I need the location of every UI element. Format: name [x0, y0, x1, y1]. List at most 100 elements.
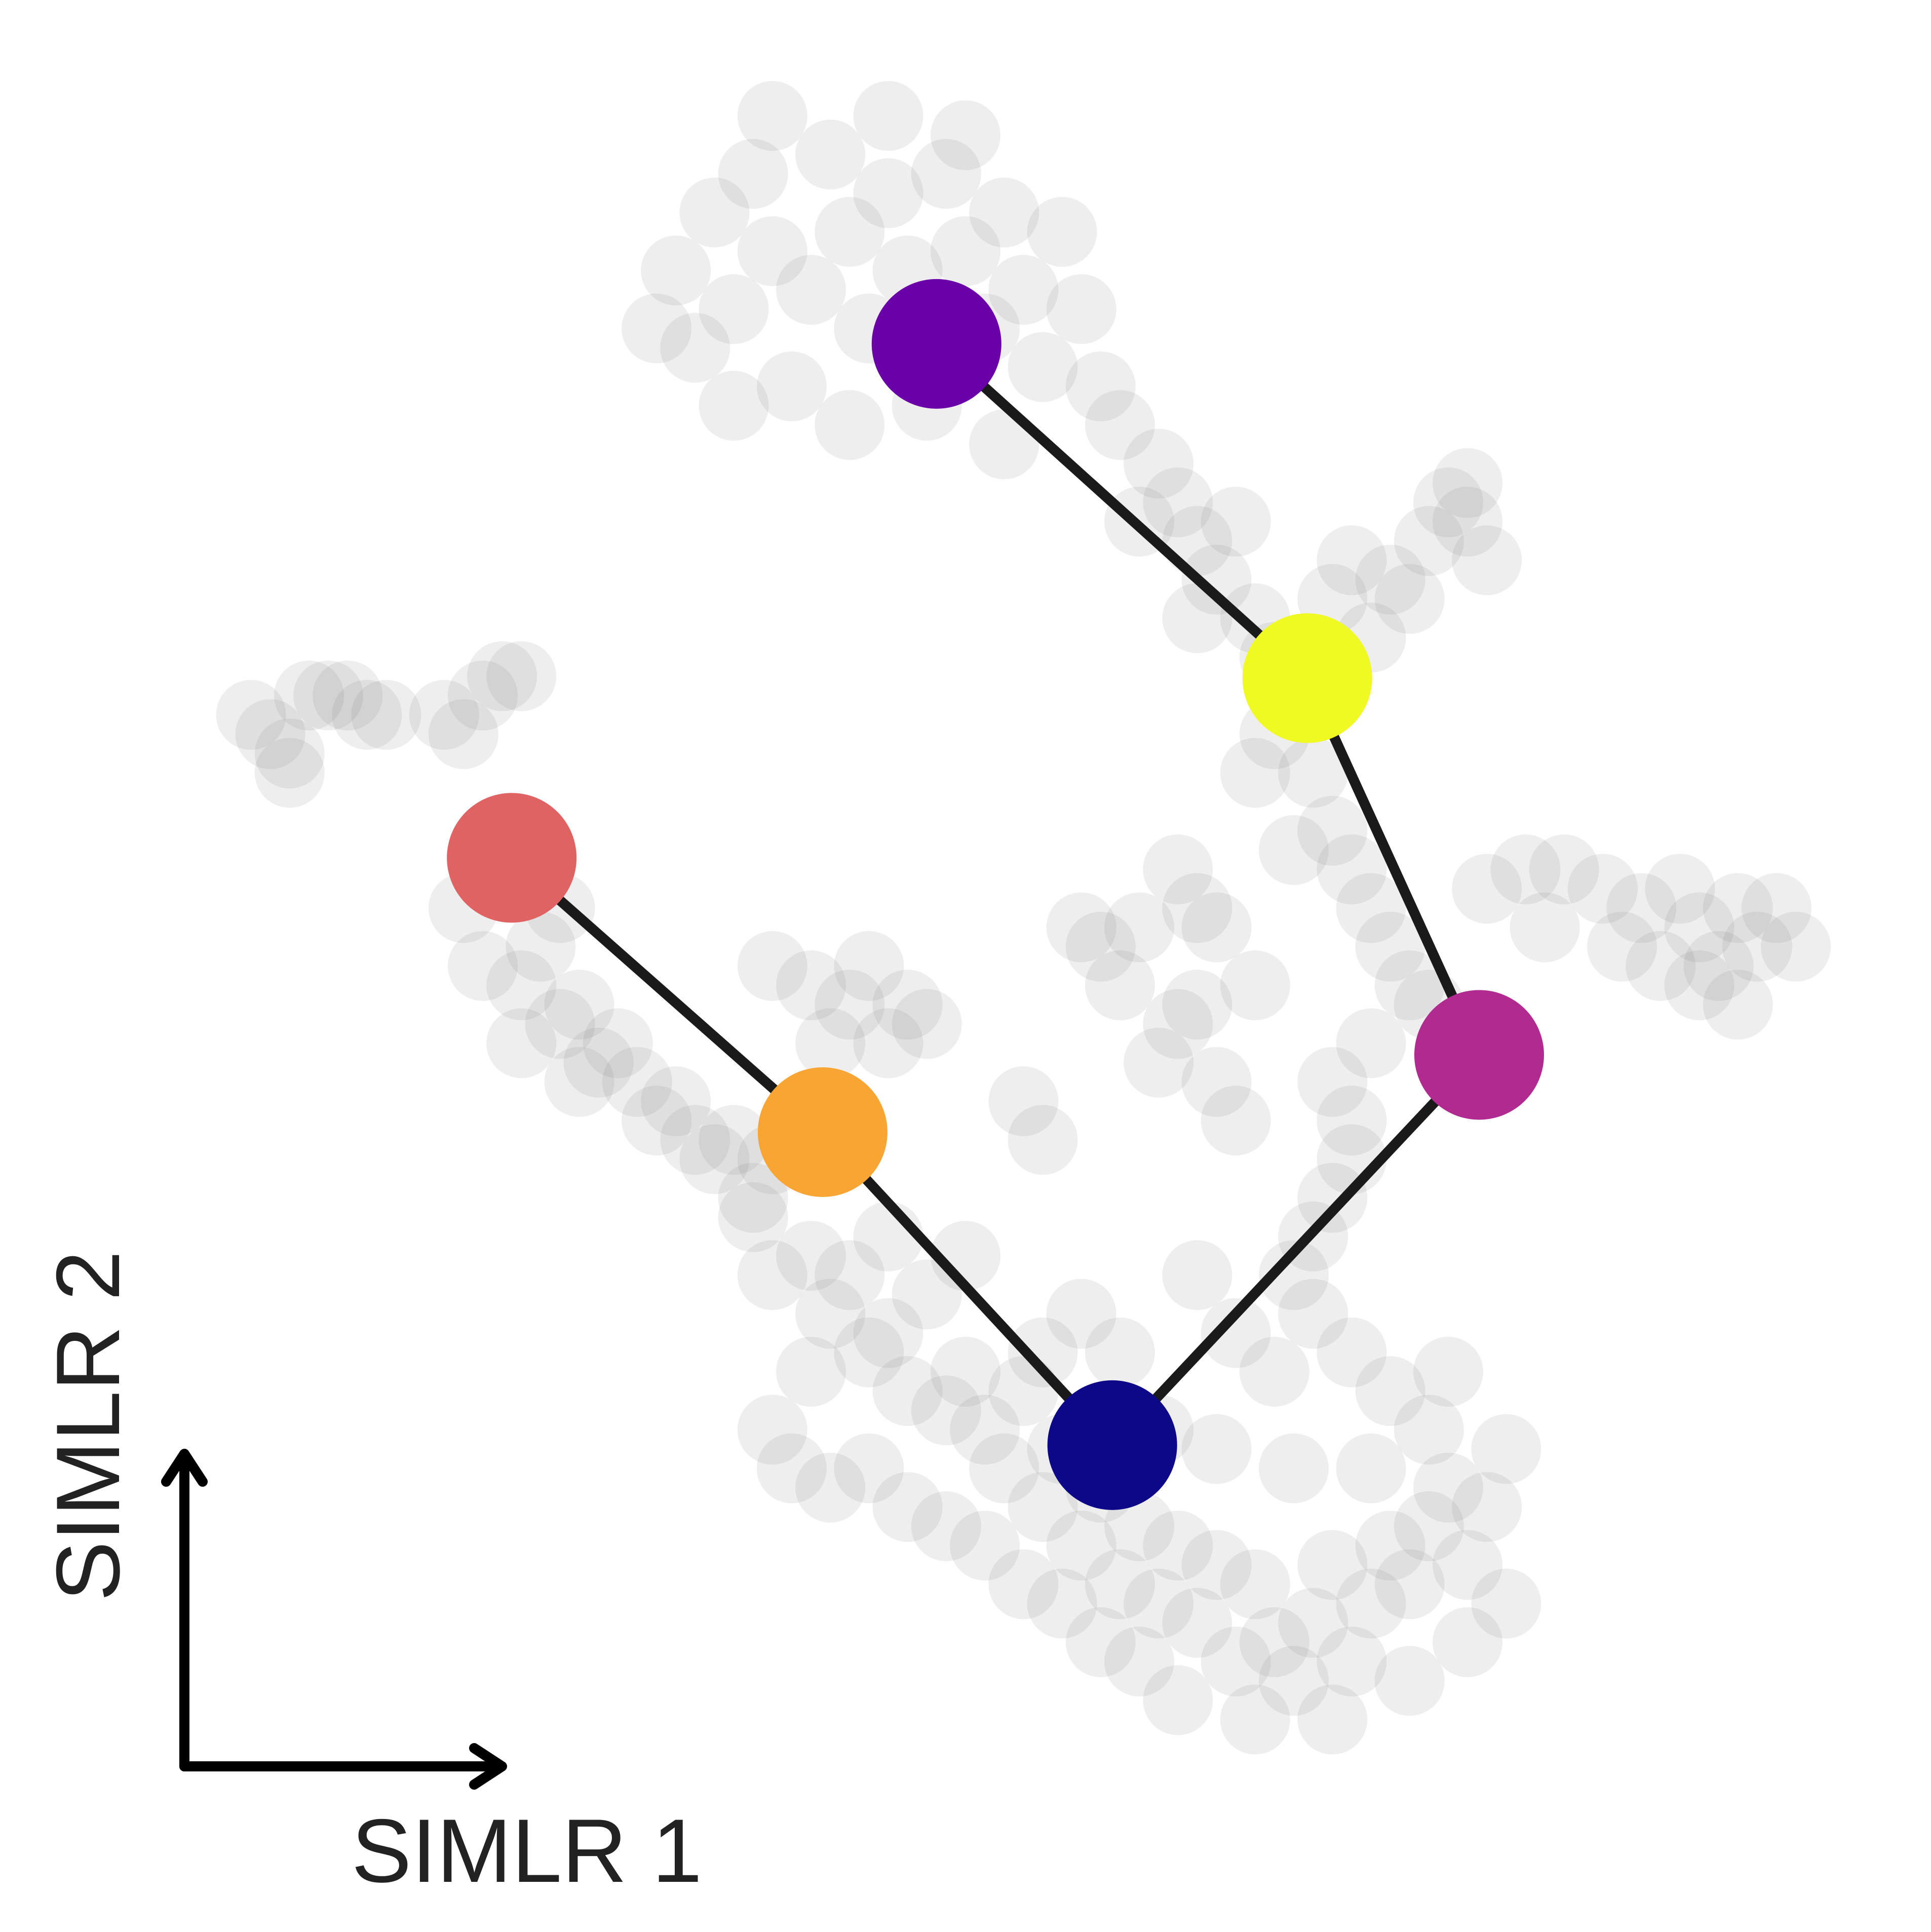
- cell-point: [1278, 1279, 1348, 1349]
- cell-point: [1336, 1008, 1406, 1078]
- cell-point: [1297, 1047, 1368, 1117]
- cell-point: [525, 989, 595, 1059]
- cell-point: [969, 177, 1039, 248]
- trajectory-node: [757, 1067, 887, 1197]
- cell-point: [1239, 1336, 1309, 1407]
- cell-point: [795, 1279, 866, 1349]
- cell-point: [1201, 1086, 1271, 1156]
- cell-point: [931, 100, 1000, 170]
- trajectory-node: [1242, 613, 1372, 743]
- cell-point: [1181, 1530, 1252, 1600]
- cell-point: [853, 1298, 923, 1368]
- cell-point: [1433, 1607, 1503, 1677]
- cell-point: [1317, 834, 1387, 905]
- cell-point: [1162, 873, 1232, 943]
- cell-point: [1008, 1105, 1078, 1175]
- cell-point: [815, 970, 885, 1040]
- cell-point: [892, 1259, 962, 1330]
- cell-point: [776, 255, 846, 325]
- cell-point: [254, 718, 325, 789]
- cell-point: [1124, 429, 1194, 499]
- cell-point: [699, 274, 769, 344]
- cell-point: [622, 1086, 692, 1156]
- cell-point: [660, 313, 730, 383]
- cell-point: [1355, 911, 1425, 982]
- cell-point: [718, 139, 788, 209]
- cell-point: [931, 1336, 1000, 1407]
- cell-point: [409, 680, 479, 750]
- cell-point: [795, 1452, 866, 1523]
- cell-point: [1471, 1568, 1541, 1639]
- cell-point: [776, 950, 846, 1021]
- cell-point: [756, 351, 827, 421]
- cell-point: [1162, 1588, 1232, 1658]
- cell-point: [1162, 1240, 1232, 1310]
- cell-point: [776, 1336, 846, 1407]
- cell-point: [815, 1240, 885, 1310]
- cell-point: [1143, 1511, 1213, 1581]
- cell-point: [795, 1008, 866, 1078]
- cell-point: [795, 120, 866, 190]
- axis-arrows: [161, 1449, 507, 1790]
- cell-point: [1065, 1607, 1136, 1677]
- cell-point: [1336, 873, 1406, 943]
- cell-point: [622, 293, 692, 364]
- cell-point: [1201, 1627, 1271, 1697]
- cell-point: [467, 641, 537, 711]
- cell-point: [1181, 545, 1252, 615]
- cell-point: [1085, 390, 1155, 460]
- cell-point: [1104, 892, 1175, 962]
- x-axis-label: SIMLR 1: [352, 1800, 702, 1901]
- cell-point: [1220, 1549, 1290, 1619]
- cell-point: [737, 81, 807, 151]
- cell-point: [641, 1066, 711, 1136]
- cell-point: [1008, 332, 1078, 402]
- cell-point: [544, 970, 614, 1040]
- cell-point: [1606, 873, 1677, 943]
- cell-point: [911, 1491, 981, 1562]
- cell-point: [737, 216, 807, 286]
- cell-point: [1510, 892, 1580, 962]
- cell-point: [718, 1182, 788, 1252]
- cell-point: [815, 197, 885, 267]
- cell-point: [1046, 274, 1116, 344]
- cell-point: [1722, 911, 1792, 982]
- cell-point: [1664, 950, 1734, 1021]
- cell-point: [1143, 989, 1213, 1059]
- cell-point: [1683, 931, 1754, 1001]
- cell-point: [1336, 1568, 1406, 1639]
- cell-point: [1433, 448, 1503, 518]
- cell-point: [988, 255, 1059, 325]
- cell-point: [1143, 1665, 1213, 1735]
- cell-point: [216, 680, 286, 750]
- cell-point: [737, 1240, 807, 1310]
- cell-point: [1317, 1086, 1387, 1156]
- cell-point: [699, 1105, 769, 1175]
- cell-point: [853, 81, 923, 151]
- cell-point: [1124, 1027, 1194, 1098]
- cell-point: [1297, 1530, 1368, 1600]
- cell-point: [969, 1433, 1039, 1503]
- cell-point: [1181, 1047, 1252, 1117]
- cell-point: [853, 158, 923, 228]
- cell-point: [1143, 467, 1213, 537]
- cell-point: [313, 661, 383, 731]
- cell-point: [486, 1008, 557, 1078]
- cell-point: [1664, 892, 1734, 962]
- cell-point: [1336, 1433, 1406, 1503]
- cell-point: [1394, 1491, 1464, 1562]
- x-arrow-head: [469, 1743, 507, 1790]
- cell-point: [1181, 1414, 1252, 1484]
- cell-point: [1297, 796, 1368, 866]
- cell-point: [1355, 1511, 1425, 1581]
- cell-point: [950, 1395, 1020, 1465]
- cell-point: [1490, 834, 1561, 905]
- cell-point: [988, 1066, 1059, 1136]
- cell-point: [699, 370, 769, 441]
- cell-point: [1162, 970, 1232, 1040]
- cell-point: [1201, 486, 1271, 557]
- cell-point: [1220, 1684, 1290, 1755]
- trajectory-node: [1047, 1380, 1177, 1510]
- cell-point: [1259, 1240, 1329, 1310]
- cell-point: [969, 409, 1039, 480]
